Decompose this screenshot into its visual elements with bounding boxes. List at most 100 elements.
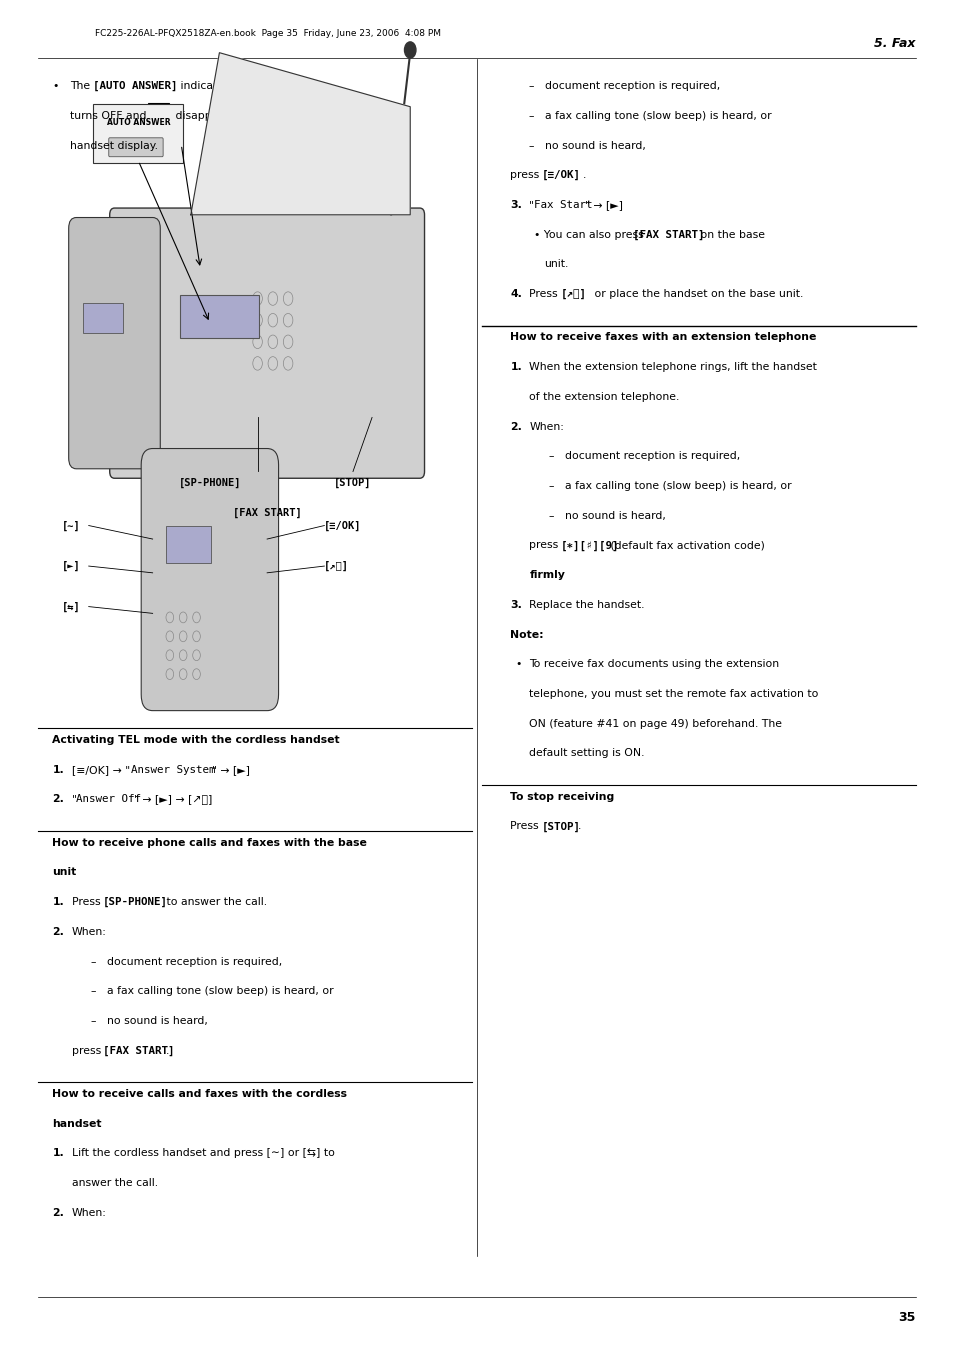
Text: 1.: 1. [510,362,521,372]
Text: Fax Start: Fax Start [534,200,592,209]
Text: ": " [529,200,534,209]
FancyBboxPatch shape [110,208,424,478]
FancyBboxPatch shape [93,104,183,163]
Text: How to receive calls and faxes with the cordless: How to receive calls and faxes with the … [52,1089,347,1098]
FancyBboxPatch shape [141,449,278,711]
Text: Answer System: Answer System [131,765,215,774]
Text: To stop receiving: To stop receiving [510,792,614,801]
Text: ON (feature #41 on page 49) beforehand. The: ON (feature #41 on page 49) beforehand. … [529,719,781,728]
Text: or place the handset on the base unit.: or place the handset on the base unit. [591,289,803,299]
Text: How to receive faxes with an extension telephone: How to receive faxes with an extension t… [510,332,816,342]
Text: handset: handset [52,1119,102,1128]
Text: Answer Off: Answer Off [76,794,141,804]
Text: firmly: firmly [529,570,565,580]
Text: [∗][♯][9]: [∗][♯][9] [560,540,618,551]
Text: Press: Press [510,821,542,831]
Text: –   no sound is heard,: – no sound is heard, [548,511,665,520]
Text: To receive fax documents using the extension: To receive fax documents using the exten… [529,659,779,669]
Text: .: . [558,570,561,580]
Text: disappears from the cordless: disappears from the cordless [172,111,334,120]
Text: FC225-226AL-PFQX2518ZA-en.book  Page 35  Friday, June 23, 2006  4:08 PM: FC225-226AL-PFQX2518ZA-en.book Page 35 F… [95,30,441,38]
Text: 1.: 1. [52,765,64,774]
Text: handset display.: handset display. [70,141,157,150]
Text: Press: Press [71,897,104,907]
Text: –   document reception is required,: – document reception is required, [548,451,739,461]
Text: –   document reception is required,: – document reception is required, [529,81,720,91]
Text: Activating TEL mode with the cordless handset: Activating TEL mode with the cordless ha… [52,735,339,744]
Text: [↗ⓞ]: [↗ⓞ] [324,561,349,571]
Text: Lift the cordless handset and press [∼] or [⇆] to: Lift the cordless handset and press [∼] … [71,1148,335,1158]
Circle shape [404,42,416,58]
Text: 2.: 2. [52,1208,64,1217]
Text: The: The [70,81,93,91]
Text: answer the call.: answer the call. [71,1178,157,1188]
Text: turns OFF and: turns OFF and [70,111,150,120]
Text: 2.: 2. [52,794,64,804]
Text: [≡/OK]: [≡/OK] [324,520,361,531]
Text: [≡/OK]: [≡/OK] [541,170,580,181]
Text: .: . [578,821,581,831]
Text: When:: When: [71,1208,107,1217]
Text: [STOP]: [STOP] [334,478,372,489]
Text: press: press [510,170,542,180]
Text: –   a fax calling tone (slow beep) is heard, or: – a fax calling tone (slow beep) is hear… [529,111,771,120]
Text: –   document reception is required,: – document reception is required, [91,957,281,966]
Text: 2.: 2. [52,927,64,936]
FancyBboxPatch shape [69,218,160,469]
Text: telephone, you must set the remote fax activation to: telephone, you must set the remote fax a… [529,689,818,698]
Text: [↗ⓞ]: [↗ⓞ] [560,289,586,300]
Text: [⇆]: [⇆] [62,601,81,612]
Text: 2.: 2. [510,422,521,431]
Text: AUTO ANSWER: AUTO ANSWER [107,119,170,127]
Text: of the extension telephone.: of the extension telephone. [529,392,679,401]
Text: press: press [71,1046,104,1055]
Text: How to receive phone calls and faxes with the base: How to receive phone calls and faxes wit… [52,838,367,847]
Text: 5. Fax: 5. Fax [873,36,915,50]
Text: Press: Press [529,289,561,299]
Text: –   a fax calling tone (slow beep) is heard, or: – a fax calling tone (slow beep) is hear… [548,481,790,490]
Text: When:: When: [71,927,107,936]
FancyBboxPatch shape [83,304,123,334]
Text: indicator on the base unit: indicator on the base unit [177,81,321,91]
FancyBboxPatch shape [148,103,169,123]
Text: " → [►] → [↗ⓞ]: " → [►] → [↗ⓞ] [133,794,212,804]
Text: Note:: Note: [510,630,543,639]
Text: [►]: [►] [62,561,81,571]
Text: press: press [529,540,561,550]
Text: unit.: unit. [543,259,568,269]
Text: to answer the call.: to answer the call. [163,897,267,907]
Text: •: • [515,659,521,669]
Text: " → [►]: " → [►] [584,200,622,209]
Text: [FAX START]: [FAX START] [633,230,704,240]
Text: [AUTO ANSWER]: [AUTO ANSWER] [93,81,178,92]
Text: •: • [52,81,59,91]
Text: –   no sound is heard,: – no sound is heard, [529,141,646,150]
Text: When the extension telephone rings, lift the handset: When the extension telephone rings, lift… [529,362,817,372]
Text: When:: When: [529,422,564,431]
Text: " → [►]: " → [►] [212,765,250,774]
Text: [∼]: [∼] [62,520,81,531]
Text: [SP-PHONE]: [SP-PHONE] [178,478,241,489]
Text: • You can also press: • You can also press [534,230,647,239]
Text: on the base: on the base [697,230,764,239]
FancyBboxPatch shape [166,526,211,562]
Text: [FAX START]: [FAX START] [103,1046,174,1056]
Text: Replace the handset.: Replace the handset. [529,600,644,609]
Text: .: . [166,1046,170,1055]
Text: [STOP]: [STOP] [541,821,580,832]
Text: 3.: 3. [510,200,521,209]
FancyBboxPatch shape [180,295,258,338]
Text: –   a fax calling tone (slow beep) is heard, or: – a fax calling tone (slow beep) is hear… [91,986,333,996]
FancyBboxPatch shape [109,138,163,157]
Text: 3.: 3. [510,600,521,609]
Text: 4.: 4. [510,289,521,299]
Text: –   no sound is heard,: – no sound is heard, [91,1016,208,1025]
Text: 1.: 1. [52,1148,64,1158]
Text: 35: 35 [898,1310,915,1324]
Text: default setting is ON.: default setting is ON. [529,748,644,758]
Text: [≡/OK] → ": [≡/OK] → " [71,765,130,774]
Text: .: . [582,170,586,180]
Polygon shape [191,53,410,215]
Text: 1.: 1. [52,897,64,907]
Text: unit: unit [52,867,76,877]
